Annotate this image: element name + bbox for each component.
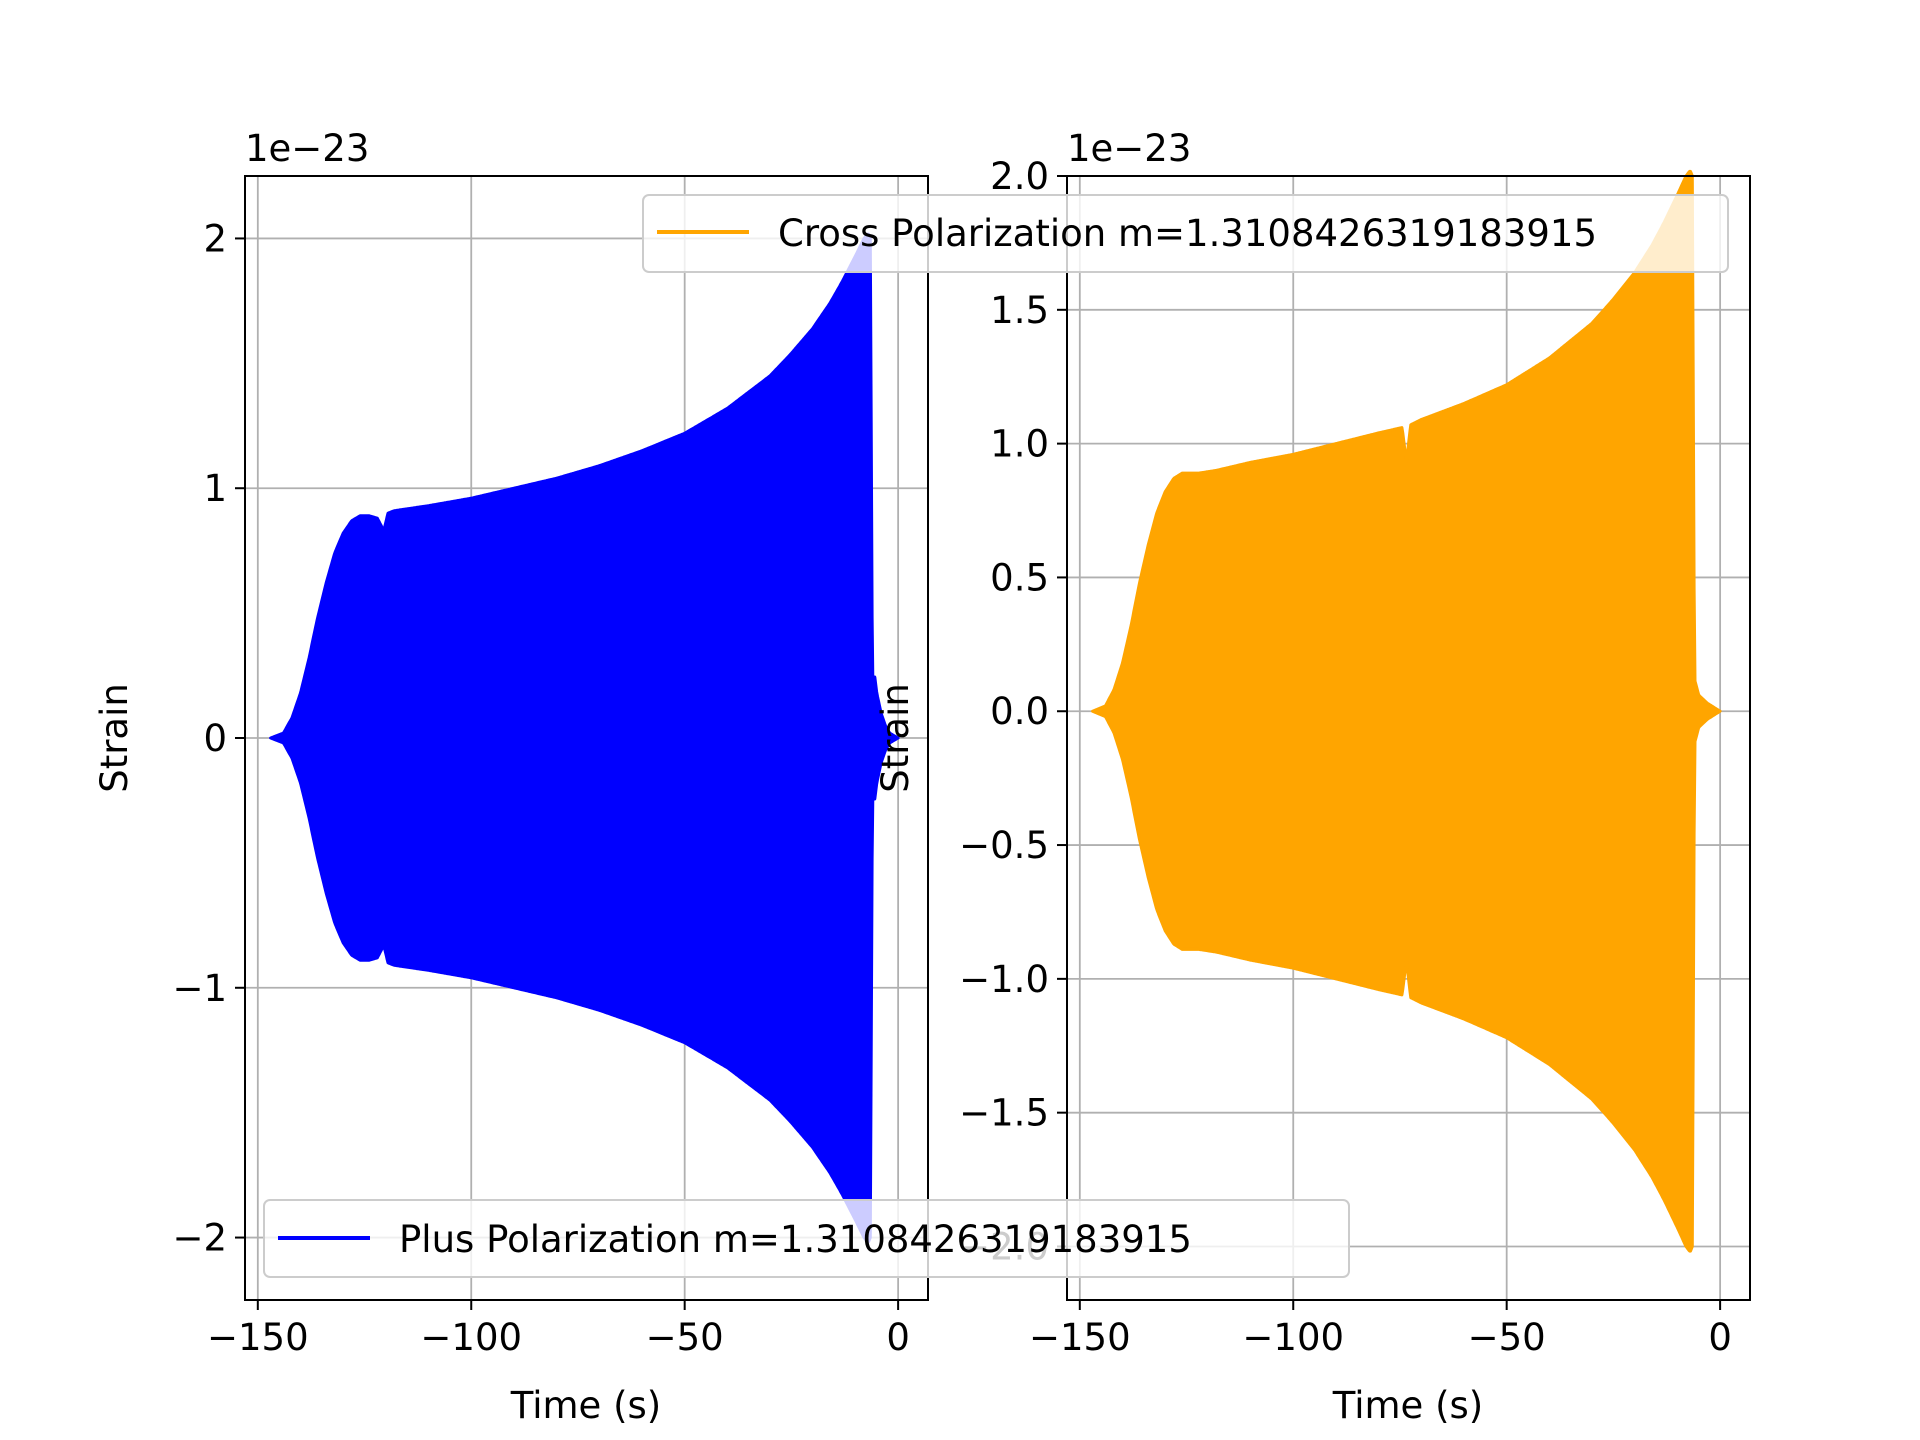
y-tick-label: 1.0 [990,423,1049,466]
plus-legend-box [263,1199,1350,1278]
y-tick-label: 1.5 [990,289,1049,332]
y-tick-label: 0 [203,717,227,760]
x-tick-label: −100 [420,1316,522,1359]
y-tick-label: −0.5 [959,824,1049,867]
plus-y-axis-label: Strain [93,683,136,793]
x-tick-label: 0 [886,1316,910,1359]
x-tick-label: −50 [646,1316,724,1359]
plus-polarization-panel: −150 −100 −50 0 −2 −1 0 1 2 1e−23 Time (s) Strai… [93,127,929,1427]
x-tick-label: −150 [1029,1316,1131,1359]
y-tick-label: 2.0 [990,155,1049,198]
x-tick-label: −50 [1468,1316,1546,1359]
plus-ticks: −150 −100 −50 0 −2 −1 0 1 2 [172,217,909,1359]
cross-x-axis-label: Time (s) [1332,1384,1483,1427]
cross-legend-box [642,194,1729,273]
cross-waveform [1091,169,1722,1253]
cross-offset-text: 1e−23 [1067,127,1191,170]
y-tick-label: −2 [172,1217,227,1260]
y-tick-label: −1.0 [959,958,1049,1001]
y-tick-label: −1 [172,967,227,1010]
cross-legend: Cross Polarization m=1.3108426319183915 [642,194,1729,273]
plus-x-axis-label: Time (s) [510,1384,661,1427]
y-tick-label: 2 [203,217,227,260]
y-tick-label: 0.0 [990,690,1049,733]
plus-legend-label: Plus Polarization m=1.3108426319183915 [399,1218,1192,1261]
y-tick-label: 0.5 [990,556,1049,599]
x-tick-label: −150 [207,1316,309,1359]
cross-polarization-panel: −150−100−500−2.0−1.5−1.0−0.50.00.51.01.5… [874,127,1751,1427]
plus-waveform [269,232,900,1244]
y-tick-label: −1.5 [959,1092,1049,1135]
cross-legend-label: Cross Polarization m=1.3108426319183915 [778,212,1597,255]
x-tick-label: −100 [1242,1316,1344,1359]
cross-y-axis-label: Strain [874,683,917,793]
x-tick-label: 0 [1708,1316,1732,1359]
plus-offset-text: 1e−23 [245,127,369,170]
cross-axes-frame [1066,175,1751,1301]
y-tick-label: 1 [203,467,227,510]
plus-legend: Plus Polarization m=1.3108426319183915 [263,1199,1350,1278]
